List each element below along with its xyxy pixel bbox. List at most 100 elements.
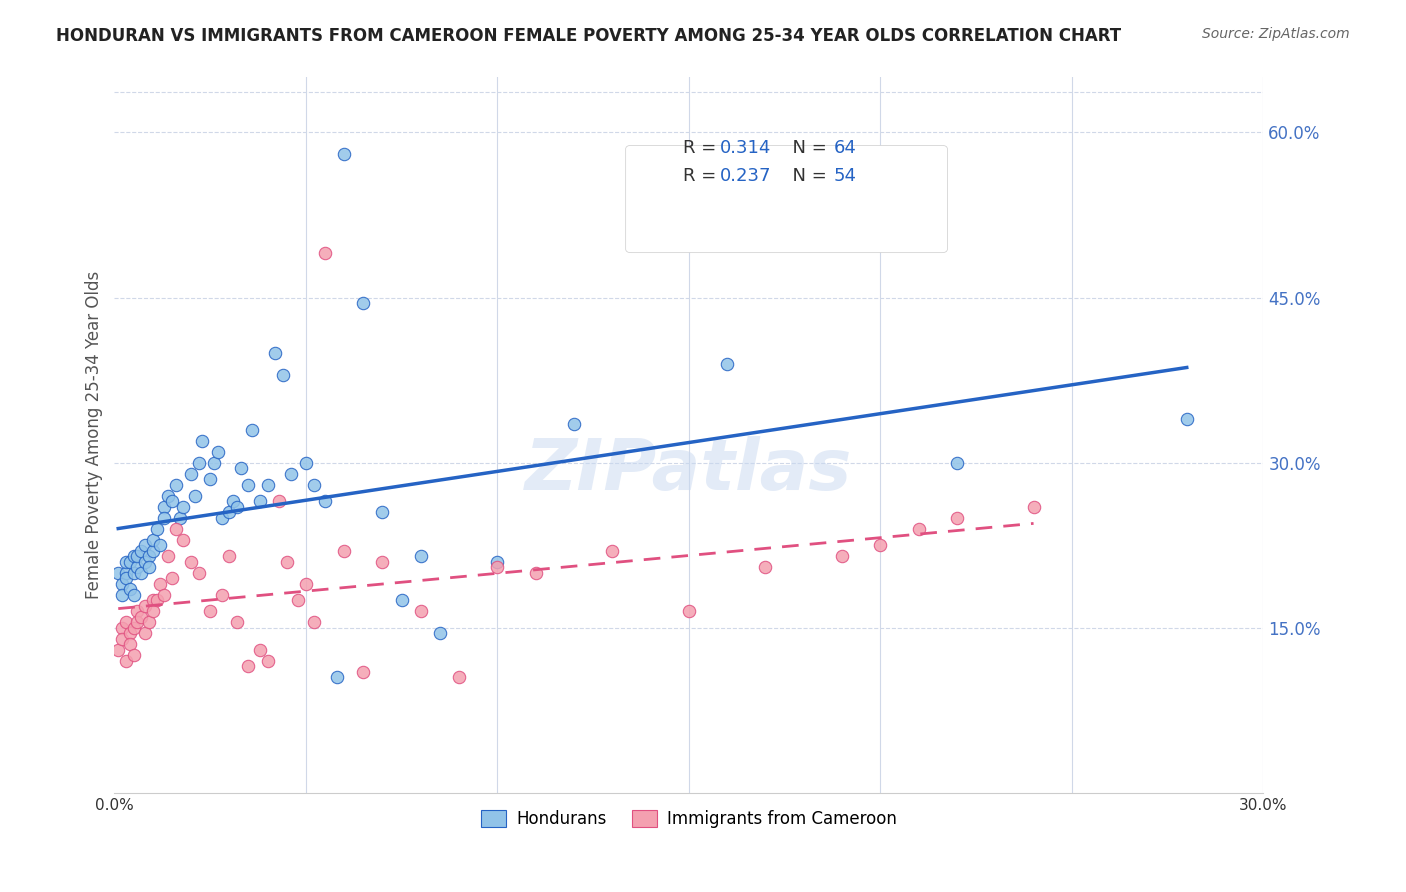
Point xyxy=(276,555,298,569)
Point xyxy=(118,626,141,640)
Point xyxy=(142,604,165,618)
Point xyxy=(111,576,134,591)
Text: 0.237: 0.237 xyxy=(720,167,772,186)
Point xyxy=(129,566,152,580)
Text: R =: R = xyxy=(683,167,723,186)
Y-axis label: Female Poverty Among 25-34 Year Olds: Female Poverty Among 25-34 Year Olds xyxy=(86,271,103,599)
Point xyxy=(226,615,249,629)
Point xyxy=(295,576,318,591)
Point xyxy=(314,494,336,508)
Point xyxy=(429,626,451,640)
Point xyxy=(165,477,187,491)
Point xyxy=(352,296,374,310)
Point xyxy=(134,626,156,640)
Point xyxy=(169,510,191,524)
Point xyxy=(249,494,271,508)
Point xyxy=(314,246,336,260)
Point xyxy=(238,477,260,491)
Point xyxy=(153,500,176,514)
Point xyxy=(127,615,149,629)
Point xyxy=(754,560,776,574)
Point xyxy=(238,659,260,673)
Text: N =: N = xyxy=(780,167,832,186)
Point xyxy=(280,467,302,481)
Point xyxy=(249,642,271,657)
Point xyxy=(302,477,325,491)
Point xyxy=(271,368,294,382)
Point xyxy=(187,456,209,470)
Point xyxy=(129,543,152,558)
Point xyxy=(295,456,318,470)
Point xyxy=(218,549,240,563)
Text: R =: R = xyxy=(683,138,723,156)
Point xyxy=(229,461,252,475)
Point xyxy=(142,533,165,547)
Point xyxy=(127,604,149,618)
Point xyxy=(198,472,221,486)
Point xyxy=(172,533,194,547)
Point xyxy=(264,345,287,359)
Point xyxy=(145,593,167,607)
Point xyxy=(142,543,165,558)
Point xyxy=(222,494,245,508)
Point xyxy=(371,505,394,519)
Point xyxy=(409,549,432,563)
Point xyxy=(115,615,138,629)
Point xyxy=(907,522,929,536)
Point xyxy=(524,566,547,580)
Point xyxy=(138,615,160,629)
Point xyxy=(869,538,891,552)
Text: 54: 54 xyxy=(834,167,856,186)
Point xyxy=(127,560,149,574)
Point xyxy=(118,637,141,651)
Point xyxy=(218,505,240,519)
Point xyxy=(122,621,145,635)
Point xyxy=(486,560,509,574)
Point xyxy=(352,665,374,679)
Point xyxy=(127,549,149,563)
Point xyxy=(211,510,233,524)
Text: HONDURAN VS IMMIGRANTS FROM CAMEROON FEMALE POVERTY AMONG 25-34 YEAR OLDS CORREL: HONDURAN VS IMMIGRANTS FROM CAMEROON FEM… xyxy=(56,27,1122,45)
Point xyxy=(122,648,145,662)
Point xyxy=(122,566,145,580)
Point xyxy=(226,500,249,514)
Point xyxy=(946,456,969,470)
Point xyxy=(118,582,141,596)
Text: ZIPatlas: ZIPatlas xyxy=(526,436,852,505)
Point xyxy=(1175,411,1198,425)
Point xyxy=(202,456,225,470)
Point xyxy=(191,434,214,448)
Point xyxy=(153,588,176,602)
Point xyxy=(172,500,194,514)
Point xyxy=(145,522,167,536)
Point xyxy=(134,599,156,613)
Point xyxy=(207,444,229,458)
Point xyxy=(371,555,394,569)
Point xyxy=(391,593,413,607)
Point xyxy=(256,654,278,668)
Point xyxy=(149,538,172,552)
Point xyxy=(129,609,152,624)
Point xyxy=(302,615,325,629)
Point xyxy=(267,494,290,508)
Point xyxy=(153,510,176,524)
Point xyxy=(165,522,187,536)
Point xyxy=(149,576,172,591)
Point xyxy=(600,543,623,558)
Point xyxy=(333,147,356,161)
Point xyxy=(198,604,221,618)
Point xyxy=(160,571,183,585)
FancyBboxPatch shape xyxy=(626,145,948,252)
Legend: Hondurans, Immigrants from Cameroon: Hondurans, Immigrants from Cameroon xyxy=(475,803,903,834)
Point xyxy=(107,642,129,657)
Point xyxy=(1022,500,1045,514)
Point xyxy=(142,593,165,607)
Point xyxy=(111,632,134,646)
Point xyxy=(138,560,160,574)
Point xyxy=(187,566,209,580)
Point xyxy=(184,489,207,503)
Point xyxy=(256,477,278,491)
Point xyxy=(134,538,156,552)
Text: 0.314: 0.314 xyxy=(720,138,772,156)
Point xyxy=(562,417,585,431)
